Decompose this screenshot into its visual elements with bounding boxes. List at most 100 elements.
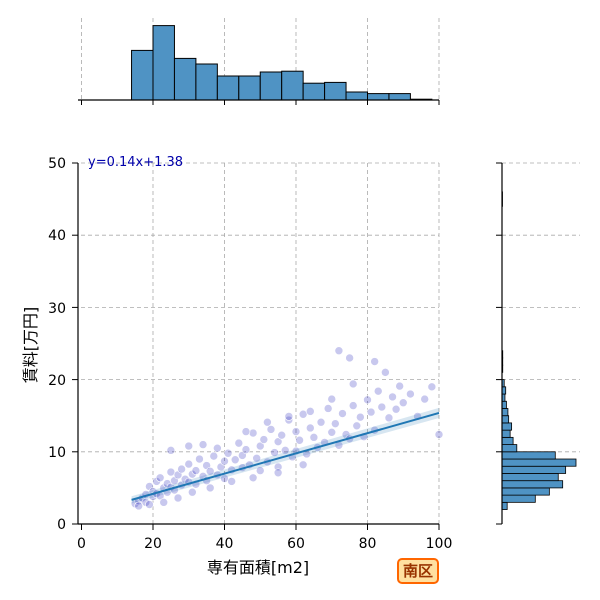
scatter-point bbox=[298, 409, 308, 419]
right-histogram bbox=[496, 162, 580, 525]
scatter-point bbox=[227, 477, 236, 486]
scatter-point bbox=[159, 498, 169, 507]
histogram-bar bbox=[388, 93, 411, 101]
scatter-point bbox=[266, 425, 276, 434]
scatter-point bbox=[248, 428, 258, 438]
scatter-point bbox=[220, 456, 229, 466]
scatter-point bbox=[338, 409, 347, 418]
scatter-point bbox=[241, 427, 251, 436]
histogram-bar bbox=[501, 480, 564, 489]
scatter-point bbox=[280, 446, 290, 455]
histogram-bar bbox=[501, 436, 514, 445]
histogram-bar bbox=[501, 494, 536, 503]
scatter-point bbox=[316, 417, 326, 427]
histogram-bar bbox=[501, 444, 518, 453]
histogram-bar bbox=[131, 49, 154, 101]
histogram-bar bbox=[501, 415, 510, 424]
x-tick-label: 0 bbox=[77, 536, 86, 552]
scatter-point bbox=[273, 437, 283, 446]
scatter-point bbox=[334, 346, 344, 356]
scatter-point bbox=[398, 398, 408, 408]
regression-layer bbox=[131, 407, 440, 504]
x-tick-label: 20 bbox=[144, 536, 162, 552]
histogram-bar bbox=[216, 75, 240, 101]
x-tick-label: 80 bbox=[359, 536, 377, 552]
scatter-point bbox=[223, 448, 233, 458]
scatter-point bbox=[252, 453, 261, 463]
scatter-point bbox=[188, 469, 197, 479]
scatter-point bbox=[284, 415, 294, 425]
x-tick-label: 60 bbox=[287, 536, 305, 552]
scatter-point bbox=[209, 451, 219, 461]
histogram-bar bbox=[501, 422, 513, 431]
scatter-point bbox=[241, 445, 251, 454]
scatter-point bbox=[348, 379, 358, 389]
scatter-point bbox=[356, 412, 365, 422]
y-tick-label: 30 bbox=[48, 301, 66, 317]
scatter-point bbox=[173, 493, 183, 503]
scatter-point bbox=[166, 467, 176, 477]
scatter-point bbox=[270, 448, 279, 457]
scatter-panel: 0 20 40 60 80 100 0 10 20 30 40 50 専有面積[… bbox=[21, 155, 452, 577]
scatter-point bbox=[255, 466, 265, 475]
histogram-bar bbox=[152, 25, 175, 101]
scatter-point bbox=[391, 404, 401, 414]
histogram-bar bbox=[238, 75, 261, 101]
scatter-point bbox=[373, 386, 383, 396]
scatter-point bbox=[331, 419, 340, 428]
scatter-point bbox=[180, 474, 190, 484]
top-histogram-bars bbox=[131, 25, 433, 101]
histogram-bar bbox=[501, 451, 556, 460]
scatter-point bbox=[205, 483, 215, 493]
scatter-point bbox=[255, 441, 265, 451]
scatter-point bbox=[345, 353, 354, 363]
scatter-point bbox=[298, 460, 308, 470]
x-ticks: 0 20 40 60 80 100 bbox=[77, 524, 452, 552]
scatter-point bbox=[213, 443, 222, 453]
histogram-bar bbox=[345, 91, 368, 101]
histogram-bar bbox=[302, 82, 326, 101]
scatter-point bbox=[188, 487, 197, 497]
scatter-point bbox=[352, 421, 362, 431]
scatter-point bbox=[277, 430, 287, 440]
scatter-point bbox=[427, 382, 437, 392]
scatter-point bbox=[184, 459, 194, 469]
scatter-point bbox=[145, 500, 154, 509]
district-badge: 南区 bbox=[397, 558, 439, 584]
histogram-bar bbox=[501, 429, 511, 438]
y-tick-label: 10 bbox=[48, 445, 66, 461]
y-axis-title: 賃料[万円] bbox=[21, 307, 40, 384]
regression-line bbox=[131, 411, 440, 501]
scatter-point bbox=[248, 473, 258, 483]
y-tick-label: 0 bbox=[57, 517, 66, 533]
scatter-point bbox=[195, 454, 204, 464]
scatter-point bbox=[134, 501, 143, 511]
scatter-point bbox=[284, 412, 294, 421]
scatter-point bbox=[388, 392, 397, 402]
regression-equation: y=0.14x+1.38 bbox=[88, 155, 183, 170]
histogram-bar bbox=[501, 487, 550, 496]
scatter-point bbox=[291, 427, 301, 436]
y-ticks: 0 10 20 30 40 50 bbox=[48, 156, 78, 533]
scatter-point bbox=[420, 394, 430, 404]
scatter-point bbox=[327, 394, 337, 404]
scatter-point bbox=[366, 407, 376, 417]
scatter-point bbox=[263, 417, 272, 427]
x-axis-title: 専有面積[m2] bbox=[207, 558, 309, 577]
scatter-point bbox=[370, 357, 379, 366]
scatter-point bbox=[327, 428, 337, 437]
histogram-bar bbox=[501, 473, 559, 482]
scatter-point bbox=[259, 435, 269, 444]
scatter-point bbox=[152, 477, 161, 486]
scatter-point bbox=[166, 446, 176, 455]
scatter-point bbox=[234, 438, 244, 448]
scatter-point bbox=[155, 473, 165, 483]
histogram-bar bbox=[501, 400, 507, 409]
scatter-point bbox=[177, 464, 186, 474]
scatter-point bbox=[305, 423, 315, 433]
scatter-point bbox=[273, 468, 283, 478]
grid-lines bbox=[81, 162, 440, 524]
histogram-bar bbox=[367, 93, 390, 101]
scatter-point bbox=[434, 430, 444, 439]
